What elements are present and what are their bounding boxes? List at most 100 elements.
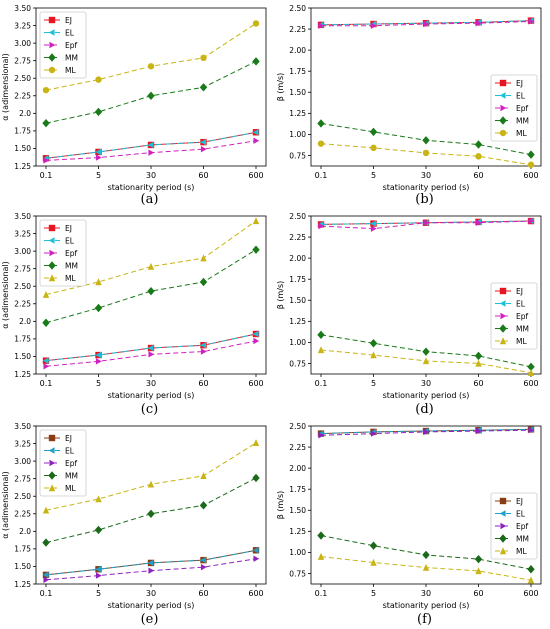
legend-item: MM (44, 261, 78, 270)
legend-item: EJ (495, 79, 523, 88)
legend-marker (499, 547, 507, 555)
series-epf (43, 337, 260, 370)
data-point (253, 555, 260, 562)
data-point (148, 567, 155, 574)
series-mm (317, 119, 535, 159)
legend-label: EL (65, 28, 75, 37)
y-tick-label: 2.25 (14, 300, 31, 309)
data-point (94, 107, 103, 117)
y-tick-label: 2.50 (14, 74, 31, 83)
data-point (370, 22, 377, 29)
legend-marker (499, 497, 507, 505)
y-tick-label: 2.75 (14, 56, 31, 65)
legend-label: ML (516, 547, 527, 556)
data-point (147, 262, 155, 270)
panel-label: (b) (415, 192, 434, 207)
data-point (475, 567, 482, 575)
data-point (317, 330, 325, 340)
legend-marker (48, 274, 56, 282)
x-tick-label: 0.1 (40, 379, 53, 388)
y-tick-label: 2.0 (19, 527, 31, 536)
data-point (527, 576, 535, 584)
data-point (42, 86, 50, 94)
legend-item: ML (495, 547, 527, 556)
y-tick-label: 2.50 (289, 422, 306, 431)
data-point (528, 427, 535, 434)
series-el (42, 330, 259, 364)
legend-box (39, 429, 87, 497)
data-point (318, 22, 325, 29)
data-point (147, 286, 155, 296)
data-point (252, 129, 259, 136)
legend-marker (49, 249, 56, 257)
y-tick-label: 3.50 (14, 422, 31, 431)
legend-label: Epf (516, 312, 528, 321)
data-point (200, 563, 207, 571)
y-tick-label: 1.00 (289, 548, 306, 557)
data-point (94, 525, 103, 535)
y-axis-label: α (adimensional) (1, 471, 10, 539)
data-point (370, 558, 377, 566)
data-point (422, 347, 430, 356)
y-tick-label: 1.75 (14, 127, 31, 136)
legend-item: ML (44, 484, 76, 493)
data-point (474, 140, 483, 149)
data-point (95, 358, 102, 365)
legend-item: Epf (495, 522, 528, 531)
data-point (200, 342, 207, 349)
legend-marker (48, 237, 55, 244)
data-point (370, 351, 377, 359)
legend: EJ EL Epf MM ML (39, 11, 87, 79)
x-axis-label: stationarity period (s) (108, 391, 195, 400)
x-tick-label: 30 (421, 171, 431, 180)
legend-item: ML (44, 274, 76, 283)
x-tick-label: 5 (96, 379, 101, 388)
legend: EJ EL Epf MM ML (490, 492, 538, 560)
data-point (95, 76, 102, 83)
data-point (148, 351, 155, 358)
data-point (528, 18, 535, 25)
y-tick-label: 2.0 (19, 109, 31, 118)
legend-label: Epf (65, 459, 77, 468)
x-tick-label: 5 (371, 379, 376, 388)
data-point (147, 559, 154, 567)
y-tick-label: 2.00 (289, 464, 306, 473)
y-tick-label: 1.75 (289, 67, 306, 76)
data-point (42, 290, 50, 298)
data-point (252, 20, 260, 27)
legend-item: EL (44, 28, 75, 37)
data-point (369, 127, 378, 137)
y-tick-label: 1.50 (289, 296, 306, 305)
data-point (423, 20, 430, 28)
legend-item: Epf (44, 41, 77, 50)
legend-item: MM (495, 534, 529, 543)
legend-item: EL (495, 299, 526, 308)
data-point (369, 339, 378, 348)
legend-marker (48, 224, 56, 232)
legend-label: ML (516, 129, 527, 138)
legend-item: EJ (495, 287, 523, 296)
legend-label: EL (516, 299, 526, 308)
legend-label: EJ (516, 497, 523, 506)
legend-item: EJ (44, 434, 72, 443)
series-line (45, 249, 257, 324)
x-tick-label: 0.1 (315, 171, 328, 180)
x-axis-label: stationarity period (s) (108, 601, 195, 610)
panel-label: (f) (417, 612, 432, 627)
y-axis-label: β (m/s) (276, 491, 285, 520)
y-tick-label: 3.25 (14, 229, 31, 238)
y-axis-label: α (adimensional) (1, 261, 10, 329)
legend-item: Epf (495, 312, 528, 321)
legend-marker (48, 261, 56, 270)
data-point (475, 153, 482, 160)
chart-panel-a: 1.25 1.50 1.75 2.0 2.25 2.50 2.75 3.00 3.25 3.50 0… (1, 4, 267, 192)
legend-marker (499, 300, 506, 307)
data-point (42, 571, 49, 579)
x-tick-label: 600 (248, 589, 263, 598)
y-tick-label: 1.50 (14, 562, 31, 571)
data-point (147, 509, 155, 518)
y-tick-label: 1.25 (14, 370, 31, 379)
legend-marker (48, 16, 56, 24)
legend-marker (48, 66, 56, 74)
data-point (200, 348, 207, 355)
